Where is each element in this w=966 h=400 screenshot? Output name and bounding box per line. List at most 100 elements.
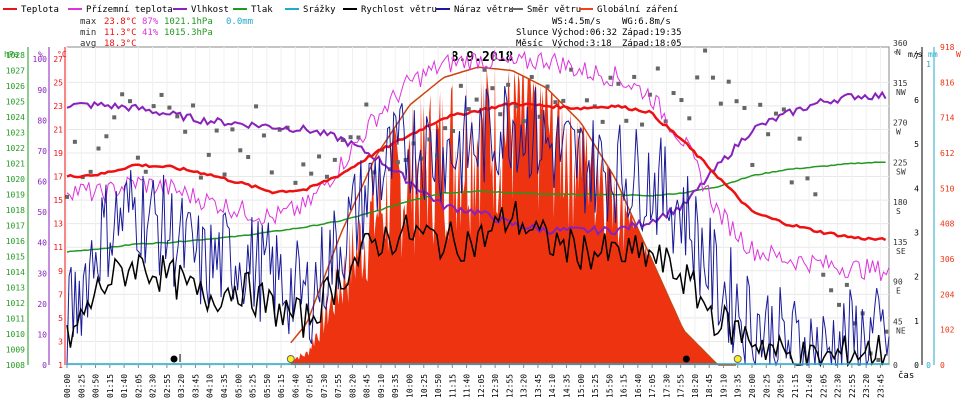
winddir-point [813, 192, 818, 197]
x-tick-label: 03:20 [177, 374, 186, 398]
winddir-point [506, 82, 511, 87]
solar-tick: 510 [940, 184, 955, 193]
x-tick-label: 19:35 [734, 374, 743, 398]
winddir-point [246, 155, 251, 160]
direction-tick-degrees: 90 [893, 278, 903, 287]
stat-min-temp: 11.3°C [104, 28, 137, 38]
winddir-point [695, 75, 700, 80]
info-wg: WG:6.8m/s [622, 17, 671, 27]
info-moonset: Západ:18:05 [622, 39, 682, 49]
solar-tick: 204 [940, 290, 955, 299]
x-tick-label: 02:55 [163, 374, 172, 398]
x-tick-label: 05:00 [234, 374, 243, 398]
solar-tick: 408 [940, 220, 955, 229]
winddir-point [805, 176, 810, 181]
winddir-point [718, 101, 723, 106]
humidity-tick: 60 [37, 178, 47, 187]
direction-tick-compass: N [896, 48, 901, 57]
winddir-point [632, 74, 637, 79]
winddir-point [356, 135, 361, 140]
stats-panel: max 23.8°C 87% 1021.1hPa 0.0mm min 11.3°… [80, 17, 253, 49]
temperature-tick: 25 [53, 78, 63, 87]
pressure-tick: 1025 [6, 97, 25, 106]
pressure-line [66, 161, 886, 253]
stat-avg-temp: 18.3°C [104, 39, 137, 49]
x-tick-label: 08:20 [348, 374, 357, 398]
x-tick-label: 01:40 [120, 374, 129, 398]
temperature-tick: 27 [53, 55, 63, 64]
winddir-point [616, 81, 621, 86]
winddir-point [277, 127, 282, 132]
x-tick-label: 00:50 [92, 374, 101, 398]
winddir-point [836, 302, 841, 307]
x-tick-label: 14:10 [548, 374, 557, 398]
winddir-point [238, 148, 243, 153]
x-tick-label: 14:35 [562, 374, 571, 398]
winddir-point [773, 111, 778, 116]
x-tick-label: 16:40 [634, 374, 643, 398]
pressure-tick: 1014 [6, 268, 25, 277]
humidity-tick: 30 [37, 269, 47, 278]
x-tick-label: 10:00 [406, 374, 415, 398]
winddir-point [261, 133, 266, 138]
legend-label-gust: Náraz větru [454, 5, 514, 15]
rain-tick: 1 [926, 60, 931, 69]
direction-tick-degrees: 135 [893, 238, 908, 247]
winddir-point [72, 139, 77, 144]
pressure-tick: 1026 [6, 82, 25, 91]
winddir-point [348, 135, 353, 140]
pressure-tick: 1010 [6, 330, 25, 339]
x-tick-label: 00:00 [63, 374, 72, 398]
humidity-tick: 100 [33, 55, 48, 64]
direction-tick-compass: NW [896, 88, 906, 97]
pressure-tick: 1017 [6, 221, 25, 230]
temperature-tick: 7 [58, 290, 63, 299]
winddir-point [183, 129, 188, 134]
x-tick-label: 11:40 [463, 374, 472, 398]
wind-tick: 7 [914, 52, 919, 61]
winddir-point [364, 102, 369, 107]
humidity-tick: 80 [37, 116, 47, 125]
temperature-tick: 5 [58, 314, 63, 323]
legend: Teplota Přízemní teplota Vlhkost Tlak Srážky… [3, 5, 678, 15]
winddir-point [427, 137, 432, 142]
x-tick-label: 21:40 [805, 374, 814, 398]
x-tick-label: 09:10 [377, 374, 386, 398]
series-lines-layer [66, 49, 890, 368]
winddir-point [482, 67, 487, 72]
sunset-marker [733, 355, 742, 363]
x-tick-label: 18:20 [691, 374, 700, 398]
winddir-point [269, 170, 274, 175]
info-panel: WS:4.5m/s WG:6.8m/s Slunce Východ:06:32 … [516, 17, 682, 49]
winddir-point [577, 129, 582, 134]
temperature-tick: 17 [53, 173, 63, 182]
temperature-tick: 21 [53, 125, 63, 134]
winddir-point [293, 180, 298, 185]
x-axis-label: čas [898, 370, 914, 381]
info-sunset: Západ:19:35 [622, 28, 682, 38]
winddir-point [742, 105, 747, 110]
legend-label-winddir: Směr větru [527, 5, 581, 15]
winddir-point [514, 104, 519, 109]
winddir-point [687, 116, 692, 121]
direction-tick-zero: 0 [893, 361, 898, 370]
temperature-tick: 9 [58, 267, 63, 276]
x-tick-label: 02:05 [134, 374, 143, 398]
pressure-tick: 1008 [6, 361, 25, 370]
solar-tick: 306 [940, 255, 955, 264]
solar-tick: 102 [940, 326, 955, 335]
winddir-point [726, 79, 731, 84]
temperature-tick: 19 [53, 149, 63, 158]
winddir-point [143, 169, 148, 174]
winddir-point [317, 154, 322, 159]
temperature-tick: 15 [53, 196, 63, 205]
temperature-tick: 1 [58, 361, 63, 370]
x-tick-label: 10:25 [420, 374, 429, 398]
winddir-point [671, 91, 676, 96]
winddir-point [443, 126, 448, 131]
winddir-point [309, 171, 314, 176]
humidity-tick: 90 [37, 86, 47, 95]
pressure-tick: 1020 [6, 175, 25, 184]
direction-tick-degrees: 315 [893, 79, 908, 88]
info-sunrise: Východ:06:32 [552, 28, 617, 38]
